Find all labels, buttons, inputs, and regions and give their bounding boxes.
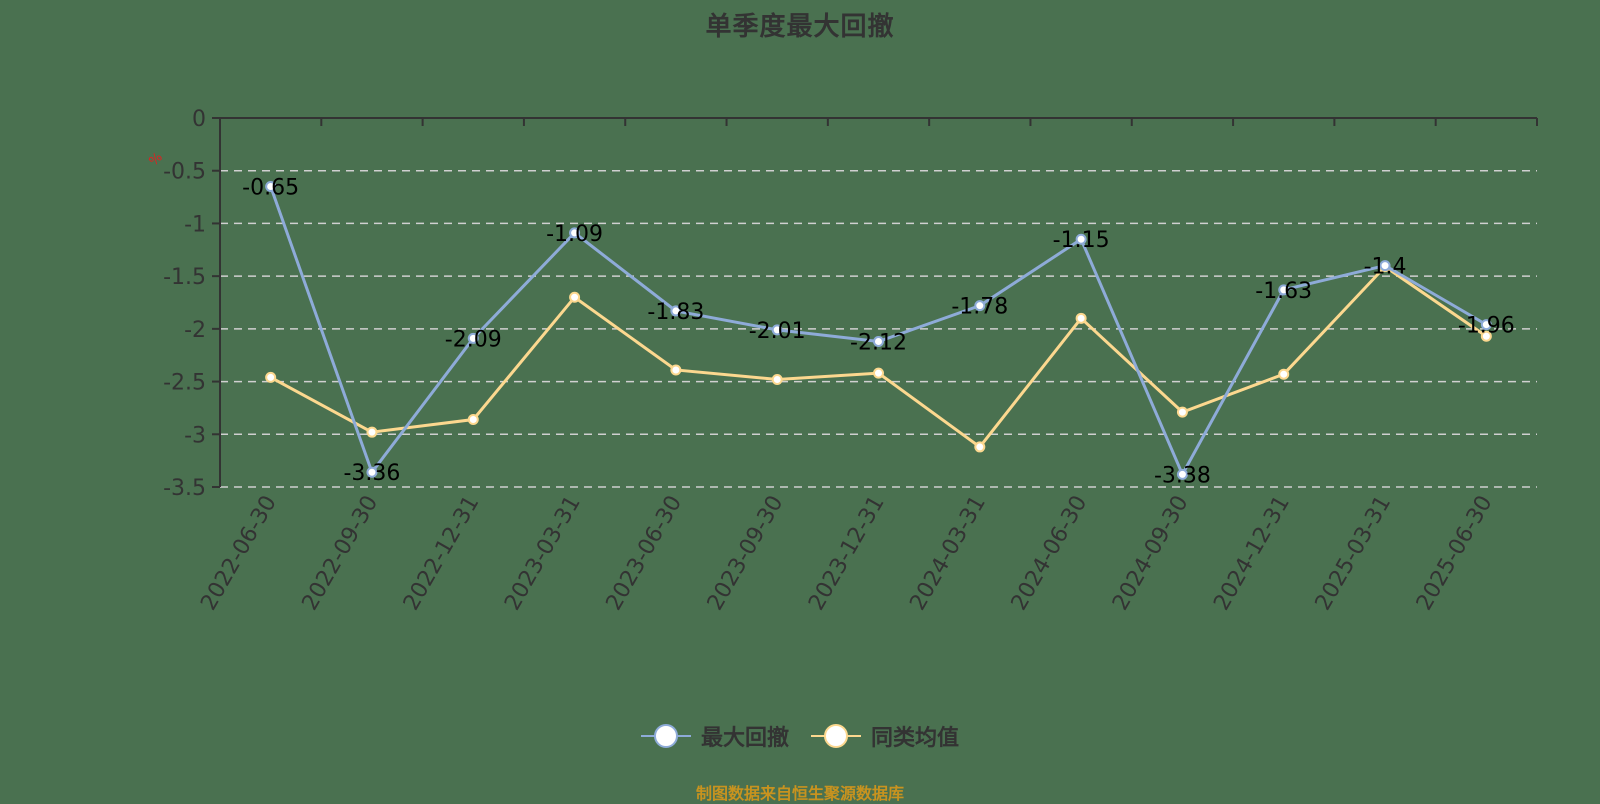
data-point[interactable] [467, 332, 479, 344]
x-tick-label: 2024-12-31 [1209, 492, 1295, 615]
y-tick-label: -2.5 [163, 371, 206, 396]
data-label: -1.63 [1255, 279, 1312, 304]
data-labels: -0.65 -3.36 -2.09 -1.09 -1.83 -2.01 -2.12 -1.78… [242, 176, 1515, 489]
data-point[interactable] [1278, 368, 1290, 380]
data-point[interactable] [1278, 284, 1290, 296]
legend-label: 同类均值 [871, 726, 960, 751]
x-tick-label: 2025-03-31 [1311, 492, 1397, 615]
x-tick-label: 2025-06-30 [1412, 492, 1498, 615]
data-point[interactable] [569, 227, 581, 239]
data-point[interactable] [1075, 312, 1087, 324]
data-label: -0.65 [242, 176, 299, 201]
legend-item-peer-average[interactable]: 同类均值 [811, 720, 959, 752]
data-label: -3.38 [1154, 463, 1211, 488]
data-point[interactable] [670, 305, 682, 317]
grid-lines [220, 169, 1537, 488]
y-tick-label: 0 [192, 107, 206, 132]
data-point[interactable] [366, 426, 378, 438]
line-chart: 0 -0.5 -1 -1.5 -2 -2.5 -3 -3.5 2022-06-30 2022-0… [163, 107, 1538, 615]
data-point[interactable] [771, 324, 783, 336]
y-tick-label: -1 [184, 212, 206, 237]
data-point[interactable] [974, 441, 986, 453]
legend: 最大回撤 同类均值 [0, 720, 1600, 752]
x-tick-label: 2023-09-30 [703, 492, 789, 615]
y-tick-label: -2 [184, 318, 206, 343]
legend-label: 最大回撤 [700, 726, 789, 751]
series-lines [265, 181, 1492, 480]
data-point[interactable] [467, 414, 479, 426]
x-tick-label: 2024-03-31 [905, 491, 991, 614]
chart-title: 单季度最大回撤 [705, 12, 895, 42]
x-tick-label: 2023-03-31 [500, 492, 586, 615]
y-tick-label: -3 [184, 423, 206, 448]
data-point[interactable] [873, 367, 884, 379]
data-point[interactable] [265, 181, 277, 193]
y-tick-label: -1.5 [163, 265, 206, 290]
x-tick-label: 2022-09-30 [298, 492, 384, 615]
axes [219, 117, 1538, 487]
data-label: -1.83 [647, 300, 704, 325]
x-axis-ticks: 2022-06-30 2022-09-30 2022-12-31 2023-03-31… [196, 491, 1497, 614]
x-tick-label: 2023-12-31 [804, 492, 890, 615]
x-tick-label: 2023-06-30 [602, 492, 688, 615]
data-label: -1.96 [1458, 314, 1515, 339]
data-label: -1.09 [546, 222, 603, 247]
legend-marker-icon [811, 724, 861, 748]
data-point[interactable] [265, 371, 277, 383]
y-axis-ticks: 0 -0.5 -1 -1.5 -2 -2.5 -3 -3.5 [163, 107, 220, 501]
data-point[interactable] [1176, 468, 1188, 480]
data-point[interactable] [670, 364, 682, 376]
data-label: -2.12 [850, 331, 907, 356]
source-footer: 制图数据来自恒生聚源数据库 [695, 784, 904, 803]
data-label: -1.78 [951, 295, 1008, 320]
data-point[interactable] [366, 466, 378, 478]
data-point[interactable] [1379, 260, 1391, 272]
y-tick-label: -3.5 [163, 476, 206, 501]
data-point[interactable] [1480, 319, 1492, 331]
x-tick-label: 2024-06-30 [1007, 492, 1093, 615]
x-tick-label: 2022-12-31 [399, 492, 485, 615]
y-tick-label: -0.5 [163, 160, 206, 185]
legend-marker-icon [640, 724, 691, 748]
data-label: -2.01 [749, 319, 806, 344]
legend-item-max-drawdown[interactable]: 最大回撤 [640, 720, 789, 752]
data-label: -3.36 [343, 461, 400, 486]
data-label: -1.4 [1364, 255, 1407, 280]
data-point[interactable] [873, 336, 884, 348]
data-label: -1.15 [1053, 228, 1110, 253]
x-tick-label: 2022-06-30 [196, 492, 282, 615]
x-tick-label: 2024-09-30 [1108, 492, 1194, 615]
data-point[interactable] [1480, 330, 1492, 342]
data-point[interactable] [1075, 233, 1087, 245]
data-point[interactable] [974, 300, 986, 312]
data-label: -2.09 [445, 327, 502, 352]
data-point[interactable] [771, 373, 783, 385]
data-point[interactable] [569, 291, 581, 303]
data-point[interactable] [1176, 406, 1188, 418]
